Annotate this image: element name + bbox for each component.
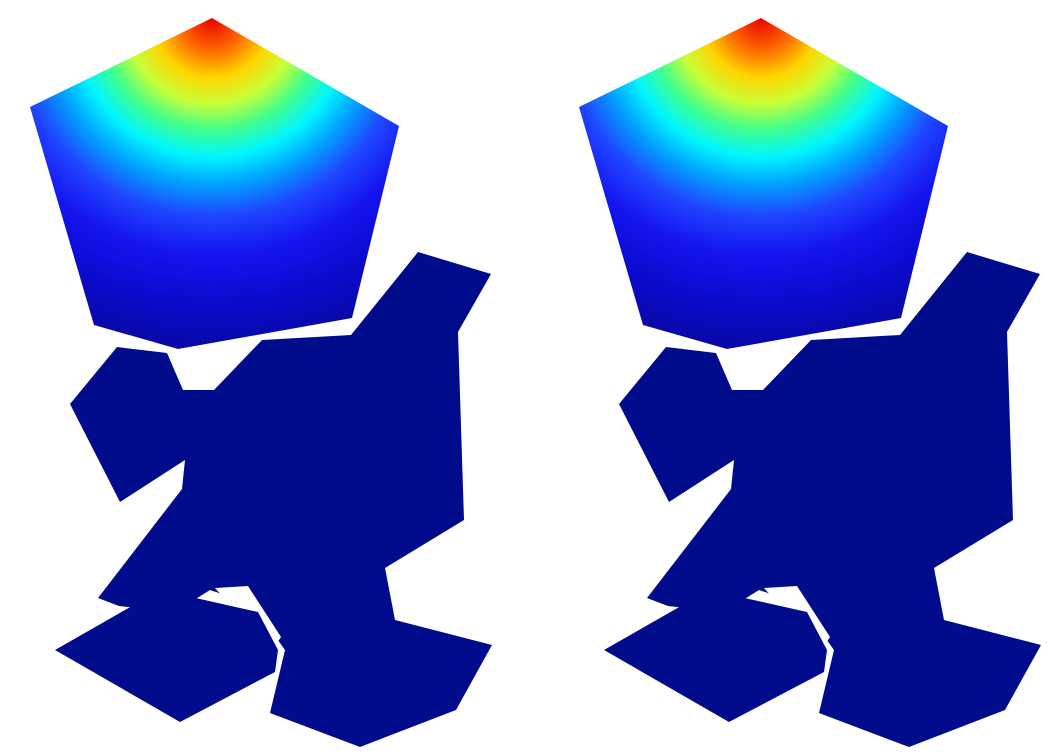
left-panel	[30, 18, 492, 747]
head-pentagon	[579, 18, 948, 349]
left-foot	[604, 590, 827, 722]
right-panel	[549, 0, 1054, 756]
body-silhouette	[619, 252, 1041, 747]
left-foot	[55, 590, 278, 722]
right-figure	[579, 18, 1041, 747]
head-pentagon	[30, 18, 399, 349]
left-figure	[30, 18, 492, 747]
body-silhouette	[70, 252, 492, 747]
